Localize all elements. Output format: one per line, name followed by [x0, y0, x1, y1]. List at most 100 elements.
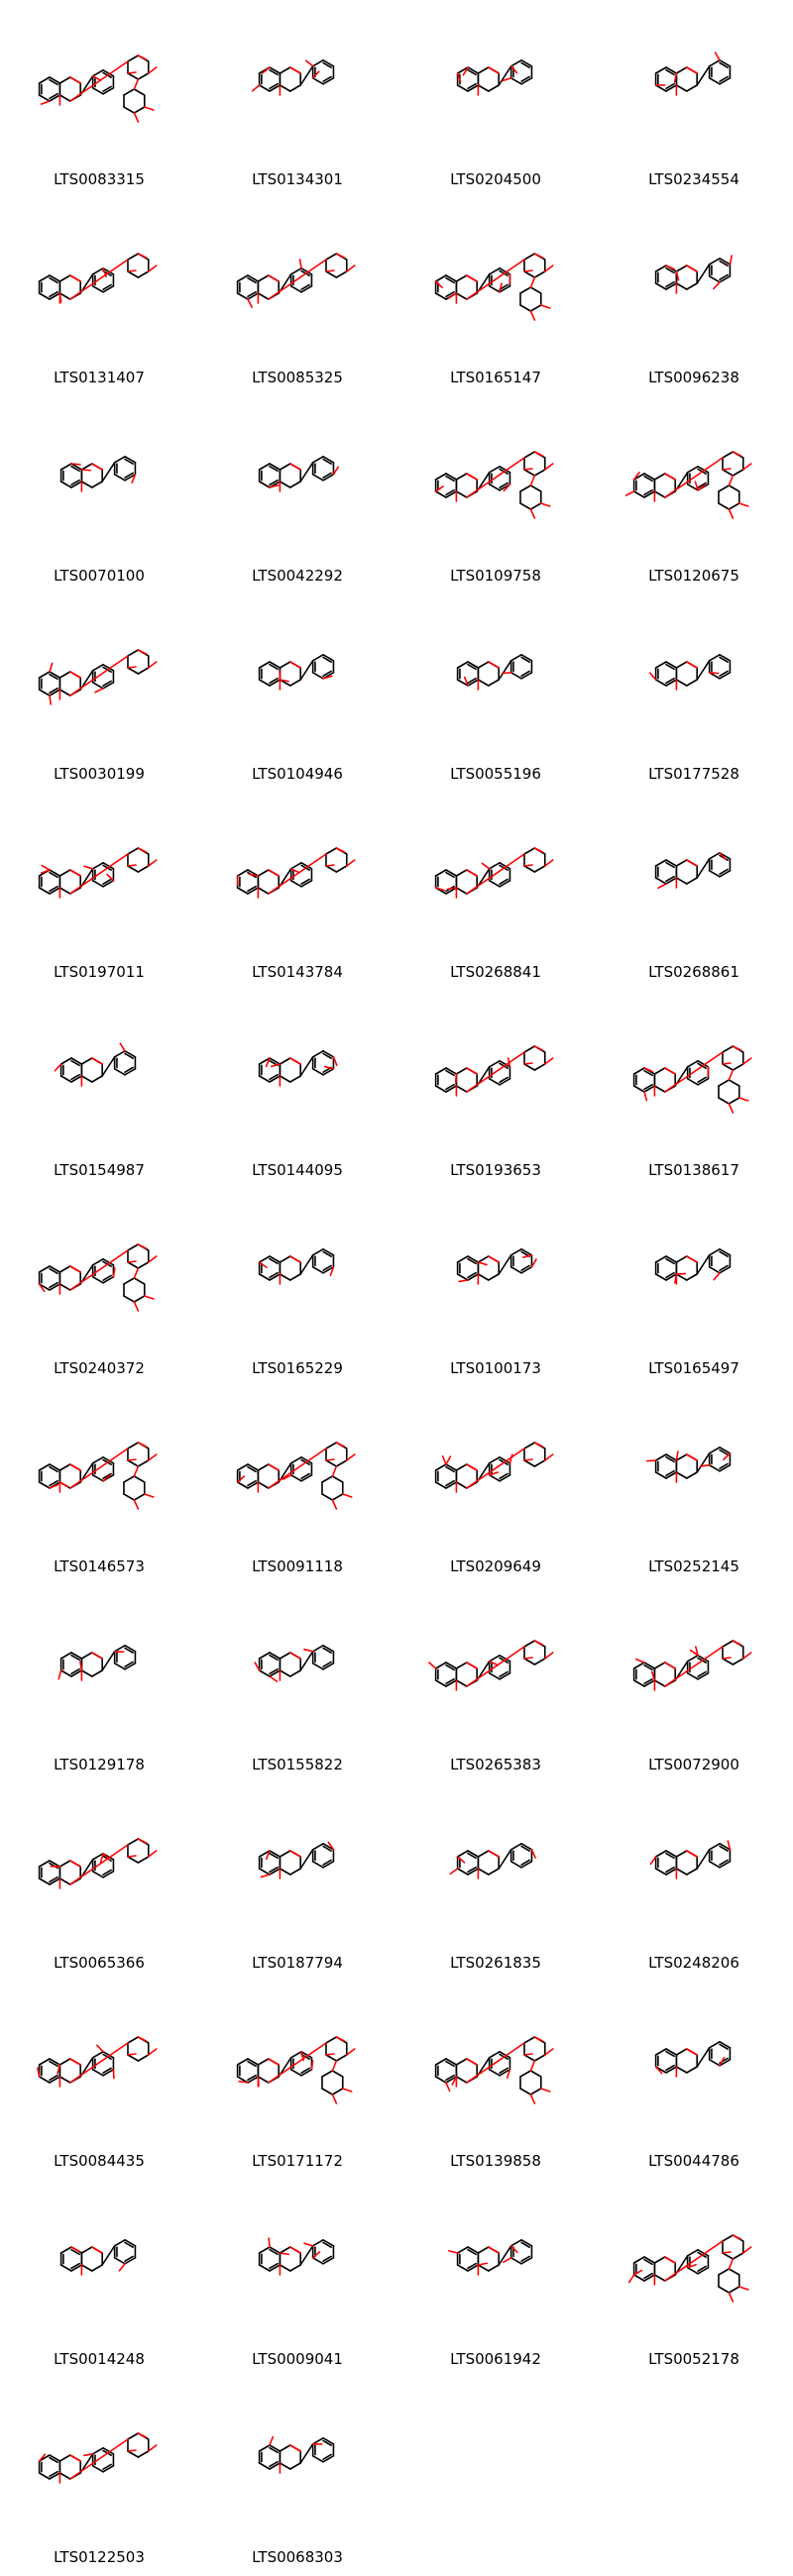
molecule-id-label: LTS0083315	[54, 170, 145, 188]
molecule-structure-drawing	[38, 1442, 158, 1510]
bond	[311, 1644, 324, 1653]
bond	[80, 463, 93, 471]
bond	[322, 653, 335, 662]
bond	[477, 2264, 490, 2272]
bond	[300, 878, 310, 885]
bond	[41, 864, 51, 871]
bond	[523, 1657, 533, 1660]
bond	[465, 274, 478, 282]
bond	[523, 2053, 533, 2056]
bond	[477, 1850, 490, 1858]
bond	[58, 2058, 71, 2066]
bond	[300, 267, 313, 275]
bond	[137, 2036, 148, 2042]
bond	[322, 1247, 335, 1256]
bond	[269, 1273, 282, 1281]
bond	[696, 659, 711, 681]
bond	[697, 1672, 710, 1680]
bond	[137, 253, 148, 259]
bond	[279, 1075, 291, 1083]
bond	[488, 1474, 501, 1482]
bond	[499, 1654, 511, 1663]
bond	[91, 1257, 104, 1266]
bond	[258, 481, 271, 488]
molecule-cell: LTS0268841	[396, 793, 595, 991]
bond	[519, 286, 532, 294]
molecule-id-label: LTS0091118	[252, 1557, 343, 1575]
molecule-cell: LTS0138617	[595, 991, 793, 1189]
bond	[719, 1859, 729, 1866]
bond	[49, 274, 61, 282]
molecule-id-label: LTS0139858	[450, 2152, 541, 2170]
molecule-cell: LTS0030199	[0, 594, 198, 793]
molecule-cell: LTS0055196	[396, 594, 595, 793]
bond	[80, 2264, 93, 2272]
bond	[90, 1057, 103, 1065]
bond	[643, 1679, 656, 1687]
bond	[58, 1860, 71, 1868]
bond	[288, 1669, 301, 1677]
bond	[257, 2076, 260, 2087]
bond	[137, 72, 150, 80]
molecule-cell: LTS0165229	[198, 1189, 396, 1387]
bond	[696, 1848, 711, 1870]
bond	[498, 659, 512, 681]
bond	[300, 285, 313, 293]
bond	[510, 2256, 522, 2265]
bond	[133, 1295, 146, 1303]
bond	[449, 1868, 459, 1876]
bond	[38, 887, 51, 895]
bond	[325, 1442, 338, 1449]
bond	[38, 2058, 51, 2066]
bond	[322, 2255, 332, 2262]
bond	[696, 1451, 711, 1473]
molecule-cell: LTS0014248	[0, 2180, 198, 2378]
bond	[523, 269, 533, 272]
bond	[325, 269, 335, 272]
bond	[520, 1264, 530, 1271]
bond	[653, 1067, 666, 1075]
bond	[654, 679, 667, 687]
bond	[510, 2238, 522, 2247]
bond	[123, 88, 136, 96]
bond	[258, 1652, 271, 1660]
bond	[68, 1249, 129, 1291]
bond	[467, 661, 480, 669]
bond	[265, 1057, 271, 1068]
bond	[102, 68, 115, 77]
bond	[543, 1652, 554, 1660]
molecule-id-label: LTS0061942	[450, 2350, 541, 2368]
bond	[499, 2050, 511, 2059]
bond	[458, 1279, 469, 1283]
bond	[127, 1442, 140, 1449]
bond	[68, 1448, 129, 1489]
bond	[728, 2286, 740, 2294]
molecule-id-label: LTS0055196	[450, 765, 541, 783]
bond	[124, 458, 134, 465]
bond	[102, 1474, 111, 1482]
bond	[38, 292, 51, 300]
molecule-cell: LTS0154987	[0, 991, 198, 1189]
bond	[38, 2453, 47, 2462]
bond	[247, 2060, 257, 2068]
bond	[49, 76, 61, 84]
bond	[70, 1057, 83, 1065]
bond	[499, 1472, 509, 1479]
bond	[127, 54, 140, 62]
bond	[311, 2436, 324, 2445]
bond	[300, 1474, 313, 1482]
bond	[445, 1664, 455, 1671]
bond	[675, 84, 688, 92]
bond	[543, 2048, 554, 2056]
bond	[58, 274, 71, 282]
bond	[289, 267, 302, 275]
bond	[665, 2066, 678, 2074]
bond	[455, 490, 468, 498]
molecule-cell: LTS0193653	[396, 991, 595, 1189]
bond	[49, 1483, 59, 1489]
bond	[258, 679, 271, 687]
bond	[58, 2472, 71, 2480]
bond	[279, 1057, 291, 1065]
bond	[68, 2438, 129, 2480]
bond	[331, 2060, 338, 2072]
